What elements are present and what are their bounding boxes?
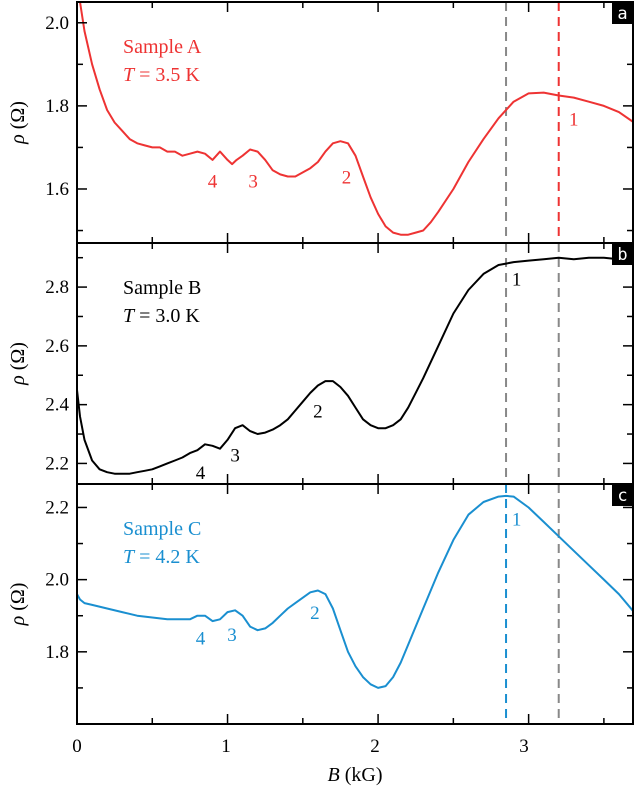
- resistivity-curve: [77, 250, 634, 475]
- peak-label: 4: [196, 628, 206, 649]
- y-axis-title: ρ (Ω): [7, 583, 29, 627]
- peak-label: 1: [512, 269, 522, 290]
- resistivity-curve: [79, 2, 634, 236]
- peak-label: 4: [196, 463, 206, 484]
- y-axis-symbol: ρ: [7, 375, 29, 386]
- y-axis-title: ρ (Ω): [7, 101, 29, 145]
- panels-group: 1.61.82.0ρ (Ω)Sample AT = 3.5 K1234a2.22…: [7, 1, 634, 725]
- y-tick-label: 1.8: [45, 96, 69, 117]
- panel-tag: b: [612, 244, 633, 265]
- y-tick-label: 2.6: [45, 336, 69, 357]
- y-tick-label: 2.2: [45, 453, 69, 474]
- panel-tag-letter: c: [617, 486, 627, 506]
- peak-label: 2: [310, 603, 320, 624]
- panel-c: 1.8 2.0 2.2 ρ (Ω) Sample C T = 4.2 K 1 2 34 c: [7, 483, 634, 725]
- x-tick-label: 2: [370, 736, 380, 757]
- x-axis-unit: (kG): [340, 764, 383, 786]
- x-axis-symbol: B: [328, 764, 340, 786]
- peak-label: 1: [512, 509, 522, 530]
- sample-annotation: Sample B T = 3.0 K: [123, 277, 201, 327]
- sample-name: Sample B: [123, 277, 201, 299]
- y-tick-label: 2.0: [45, 570, 69, 591]
- temperature-value: = 3.5 K: [134, 64, 200, 86]
- sample-temperature: T = 3.0 K: [123, 305, 200, 327]
- y-axis-symbol: ρ: [7, 134, 29, 145]
- y-tick-label: 2.2: [45, 497, 69, 518]
- sample-annotation: Sample C T = 4.2 K: [123, 518, 201, 568]
- temperature-value: = 4.2 K: [134, 546, 200, 568]
- x-tick-label: 3: [519, 736, 529, 757]
- temperature-value: = 3.0 K: [134, 305, 200, 327]
- panel-tag: a: [612, 3, 633, 24]
- panel-b: 2.2 2.4 2.6 2.8 ρ (Ω) Sample B T = 3.0 K 1 2 3 4 b: [7, 242, 634, 485]
- panel-tag-box: [612, 3, 633, 24]
- y-tick-label: 2.4: [45, 395, 69, 416]
- panel-tag-letter: a: [617, 4, 627, 24]
- peak-label: 3: [230, 446, 240, 467]
- panel-tag-letter: b: [617, 245, 627, 265]
- temperature-variable: T: [123, 305, 136, 327]
- y-tick-label: 2.0: [45, 13, 69, 34]
- temperature-variable: T: [123, 546, 136, 568]
- x-tick-label: 0: [72, 736, 82, 757]
- peak-label: 4: [208, 172, 218, 193]
- y-axis-unit: (Ω): [7, 101, 29, 134]
- sample-temperature: T = 3.5 K: [123, 64, 200, 86]
- y-axis-symbol: ρ: [7, 616, 29, 627]
- y-axis-unit: (Ω): [7, 583, 29, 616]
- x-tick-labels: 0 1 2 3: [72, 736, 529, 757]
- peak-label: 2: [342, 168, 352, 189]
- sample-name: Sample A: [123, 36, 202, 58]
- resistivity-curve: [77, 494, 634, 689]
- sample-name: Sample C: [123, 518, 201, 540]
- y-tick-label: 2.8: [45, 277, 69, 298]
- peak-label: 3: [248, 172, 258, 193]
- x-axis-title: B (kG): [328, 764, 383, 786]
- panel-tag: c: [612, 485, 633, 506]
- y-tick-label: 1.6: [45, 179, 69, 200]
- panel-a: 1.6 1.8 2.0 ρ (Ω) Sample A T = 3.5 K 1 2 3 4 a: [7, 1, 634, 244]
- peak-label: 1: [569, 109, 579, 130]
- plot-frame: [76, 483, 634, 725]
- y-axis-unit: (Ω): [7, 342, 29, 375]
- panel-tag-box: [612, 244, 633, 265]
- x-tick-label: 1: [221, 736, 231, 757]
- temperature-variable: T: [123, 64, 136, 86]
- sample-temperature: T = 4.2 K: [123, 546, 200, 568]
- panel-tag-box: [612, 485, 633, 506]
- y-tick-label: 1.8: [45, 642, 69, 663]
- peak-label: 3: [227, 625, 237, 646]
- y-axis-title: ρ (Ω): [7, 342, 29, 386]
- sample-annotation: Sample A T = 3.5 K: [123, 36, 202, 86]
- peak-label: 2: [313, 402, 323, 423]
